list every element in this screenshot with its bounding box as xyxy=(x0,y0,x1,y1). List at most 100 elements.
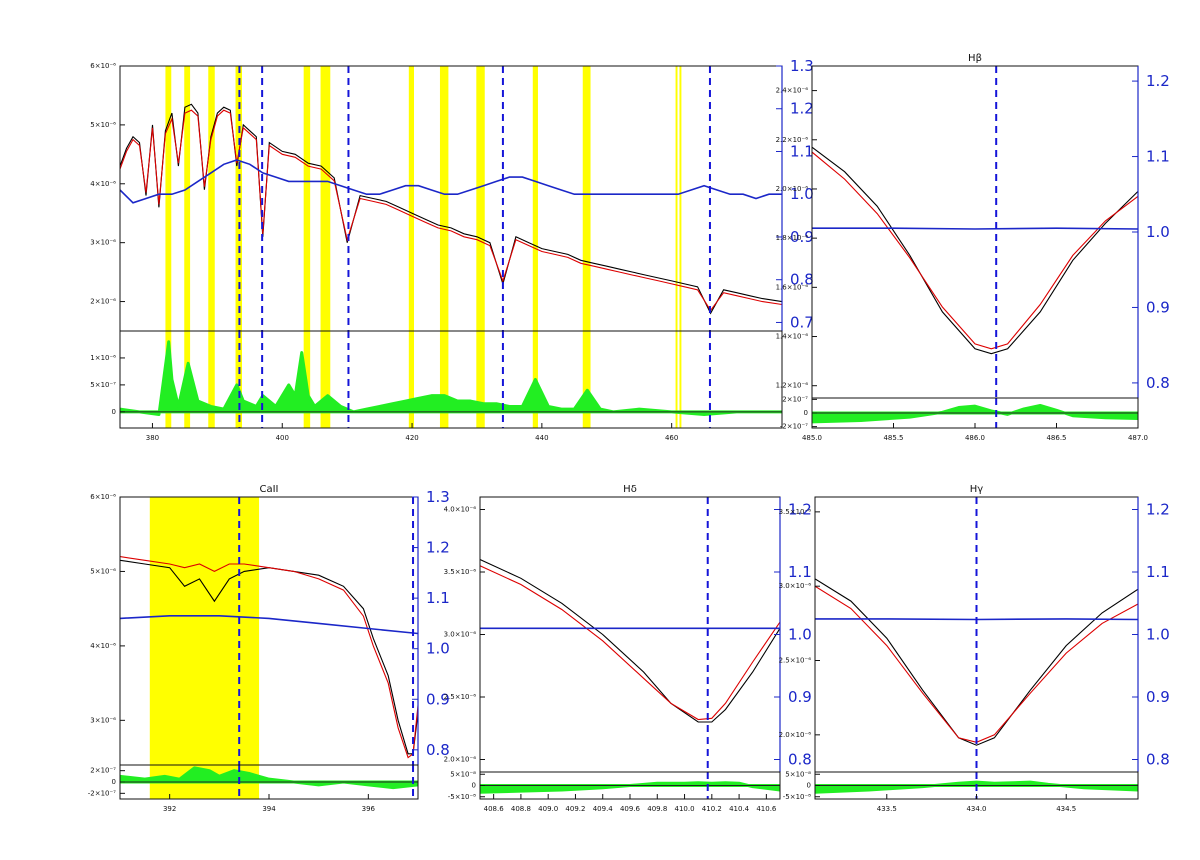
highlight-band xyxy=(408,331,415,428)
x-tick-label: 434.0 xyxy=(966,805,986,813)
y-tick-label: 2.0×10⁻⁶ xyxy=(776,185,809,193)
plot-area xyxy=(480,772,780,799)
x-tick-label: 440 xyxy=(535,434,548,442)
y-tick-label: 0 xyxy=(112,778,116,786)
x-tick-label: 380 xyxy=(146,434,159,442)
y-tick-label: 5×10⁻⁶ xyxy=(90,121,116,129)
y-tick-label: 0 xyxy=(112,408,116,416)
x-tick-label: 392 xyxy=(163,805,176,813)
y-tick-label: 1.6×10⁻⁶ xyxy=(776,283,809,291)
ratio-line xyxy=(812,227,1138,230)
highlight-band xyxy=(532,66,538,331)
y-tick-label: 5×10⁻⁸ xyxy=(785,770,811,778)
panel-title: Hγ xyxy=(970,484,984,495)
hg-residual-panel: -5×10⁻⁸ 0 5×10⁻⁸ 433.5 434.0 434.5 xyxy=(783,770,1139,813)
x-tick-label: 485.5 xyxy=(883,434,903,442)
plot-area xyxy=(812,398,1138,428)
y-tick-label: 4×10⁻⁶ xyxy=(90,180,116,188)
right-y-tick-label: 1.3 xyxy=(790,57,814,75)
right-y-tick-label: 0.8 xyxy=(426,741,450,759)
highlight-band xyxy=(208,331,215,428)
right-y-tick-label: 0.8 xyxy=(790,271,814,289)
y-tick-label: 1×10⁻⁶ xyxy=(90,354,116,362)
right-y-tick-label: 1.0 xyxy=(790,185,814,203)
right-y-tick-label: 0.7 xyxy=(790,313,814,331)
x-tick-label: 433.5 xyxy=(877,805,897,813)
highlight-band xyxy=(679,331,682,428)
y-tick-label: 2.0×10⁻⁶ xyxy=(444,756,477,764)
right-y-tick-label: 1.2 xyxy=(1146,501,1170,519)
highlight-band xyxy=(675,331,678,428)
observed-spectrum-line xyxy=(480,559,780,723)
highlight-band xyxy=(582,331,591,428)
panel-title: CaII xyxy=(259,484,278,495)
y-tick-label: 5×10⁻⁶ xyxy=(90,567,116,575)
plot-area xyxy=(480,497,780,772)
highlight-band xyxy=(476,331,485,428)
plot-frame xyxy=(119,330,783,429)
y-tick-label: 2.5×10⁻⁶ xyxy=(779,657,812,665)
y-tick-label: 4.0×10⁻⁶ xyxy=(444,506,477,514)
right-y-tick-label: 0.9 xyxy=(790,228,814,246)
y-tick-label: 2.2×10⁻⁶ xyxy=(776,136,809,144)
x-tick-label: 409.8 xyxy=(647,805,667,813)
x-tick-label: 487.0 xyxy=(1128,434,1148,442)
highlight-band xyxy=(208,66,215,331)
residual-series xyxy=(812,404,1138,424)
right-y-tick-label: 1.1 xyxy=(790,142,814,160)
x-tick-label: 409.6 xyxy=(620,805,641,813)
x-tick-label: 409.0 xyxy=(538,805,558,813)
residual-series xyxy=(480,781,780,794)
highlight-band xyxy=(439,331,449,428)
x-tick-label: 410.0 xyxy=(675,805,695,813)
right-y-tick-label: 1.0 xyxy=(1146,626,1170,644)
x-tick-label: 396 xyxy=(362,805,376,813)
y-tick-label: -2×10⁻⁷ xyxy=(780,423,808,431)
x-tick-label: 400 xyxy=(276,434,289,442)
highlight-band xyxy=(149,497,260,765)
y-tick-label: 0 xyxy=(472,782,476,790)
y-tick-label: 6×10⁻⁶ xyxy=(90,493,116,501)
caii-panel: 3×10⁻⁶ 4×10⁻⁶ 5×10⁻⁶ 6×10⁻⁶ 0.8 0.9 1.0 1.1 1.2 1… xyxy=(90,484,450,766)
panel-title: Hβ xyxy=(968,53,982,64)
overview-residual-panel: 0 5×10⁻⁷ 1×10⁻⁶ 380 400 420 440 460 xyxy=(90,330,783,442)
right-y-tick-label: 1.3 xyxy=(426,488,450,506)
highlight-band xyxy=(675,66,678,331)
y-tick-label: -5×10⁻⁸ xyxy=(448,793,476,801)
highlight-band xyxy=(679,66,682,331)
highlight-band xyxy=(303,66,311,331)
x-tick-label: 420 xyxy=(405,434,418,442)
y-tick-label: 5×10⁻⁸ xyxy=(450,770,476,778)
y-tick-label: 3.0×10⁻⁶ xyxy=(444,631,477,639)
residual-series xyxy=(120,340,782,417)
x-tick-label: 460 xyxy=(665,434,678,442)
panel-title: Hδ xyxy=(623,484,637,495)
hd-residual-panel: -5×10⁻⁸ 0 5×10⁻⁸ 408.6 408.8 409.0 409.2 409.4 4… xyxy=(448,770,781,813)
y-tick-label: 1.2×10⁻⁶ xyxy=(776,382,809,390)
y-tick-label: 2.0×10⁻⁶ xyxy=(779,731,812,739)
right-y-tick-label: 1.0 xyxy=(788,626,812,644)
plot-frame xyxy=(479,496,781,773)
y-tick-label: -5×10⁻⁸ xyxy=(783,793,811,801)
x-tick-label: 409.4 xyxy=(593,805,614,813)
ratio-line xyxy=(120,159,782,204)
model-spectrum-line xyxy=(120,556,418,759)
highlight-band xyxy=(320,66,331,331)
caii-residual-panel: -2×10⁻⁷ 0 2×10⁻⁷ 392 394 396 xyxy=(88,764,419,813)
right-y-tick-label: 0.9 xyxy=(1146,298,1170,316)
plot-area xyxy=(120,497,418,765)
hg-panel: 2.0×10⁻⁶ 2.5×10⁻⁶ 3.0×10⁻⁶ 3.5×10⁻⁶ 0.8 0.9 1.… xyxy=(779,484,1170,773)
y-tick-label: 3.0×10⁻⁶ xyxy=(779,582,812,590)
hd-panel: 2.0×10⁻⁶ 2.5×10⁻⁶ 3.0×10⁻⁶ 3.5×10⁻⁶ 4.0×10⁻⁶… xyxy=(444,484,812,773)
right-y-tick-label: 1.1 xyxy=(1146,148,1170,166)
highlight-band xyxy=(184,66,191,331)
residual-series xyxy=(120,766,418,790)
model-spectrum-line xyxy=(480,565,780,721)
highlight-band xyxy=(476,66,485,331)
plot-area xyxy=(120,765,418,799)
x-tick-label: 410.2 xyxy=(702,805,722,813)
highlight-band xyxy=(320,331,331,428)
right-y-tick-label: 1.1 xyxy=(788,563,812,581)
plot-area xyxy=(120,66,782,331)
right-y-tick-label: 0.8 xyxy=(788,751,812,769)
